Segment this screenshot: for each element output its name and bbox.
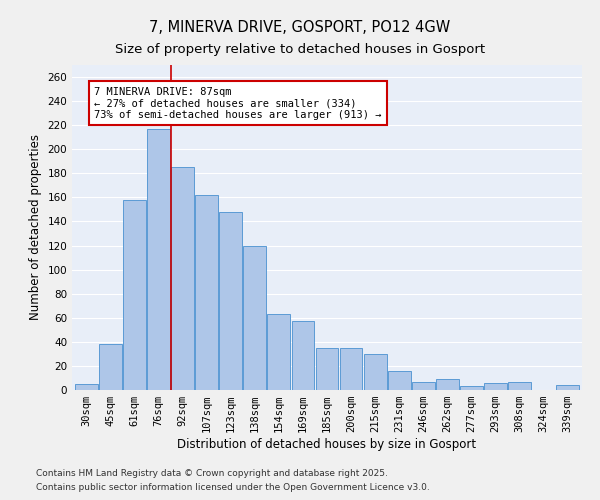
Bar (171, 168, 194, 390)
Text: 7 MINERVA DRIVE: 87sqm
← 27% of detached houses are smaller (334)
73% of semi-de: 7 MINERVA DRIVE: 87sqm ← 27% of detached… (94, 86, 382, 120)
Bar (147, 129, 170, 390)
Text: Contains public sector information licensed under the Open Government Licence v3: Contains public sector information licen… (36, 484, 430, 492)
Bar (220, 212, 242, 390)
Text: 7, MINERVA DRIVE, GOSPORT, PO12 4GW: 7, MINERVA DRIVE, GOSPORT, PO12 4GW (149, 20, 451, 35)
Bar (508, 382, 531, 390)
Bar (195, 195, 218, 390)
Bar (268, 314, 290, 390)
Bar (99, 344, 122, 390)
Bar (292, 322, 314, 390)
Bar (460, 386, 483, 390)
Bar (340, 348, 362, 390)
Bar (556, 385, 579, 390)
Bar (316, 348, 338, 390)
Text: Size of property relative to detached houses in Gosport: Size of property relative to detached ho… (115, 42, 485, 56)
Y-axis label: Number of detached properties: Number of detached properties (29, 134, 42, 320)
Bar (388, 370, 410, 390)
Bar (75, 384, 98, 390)
Bar (412, 382, 434, 390)
Bar (123, 200, 146, 390)
Bar (244, 246, 266, 390)
Bar (436, 379, 459, 390)
X-axis label: Distribution of detached houses by size in Gosport: Distribution of detached houses by size … (178, 438, 476, 451)
Bar (484, 383, 507, 390)
Bar (364, 354, 386, 390)
Text: Contains HM Land Registry data © Crown copyright and database right 2025.: Contains HM Land Registry data © Crown c… (36, 468, 388, 477)
